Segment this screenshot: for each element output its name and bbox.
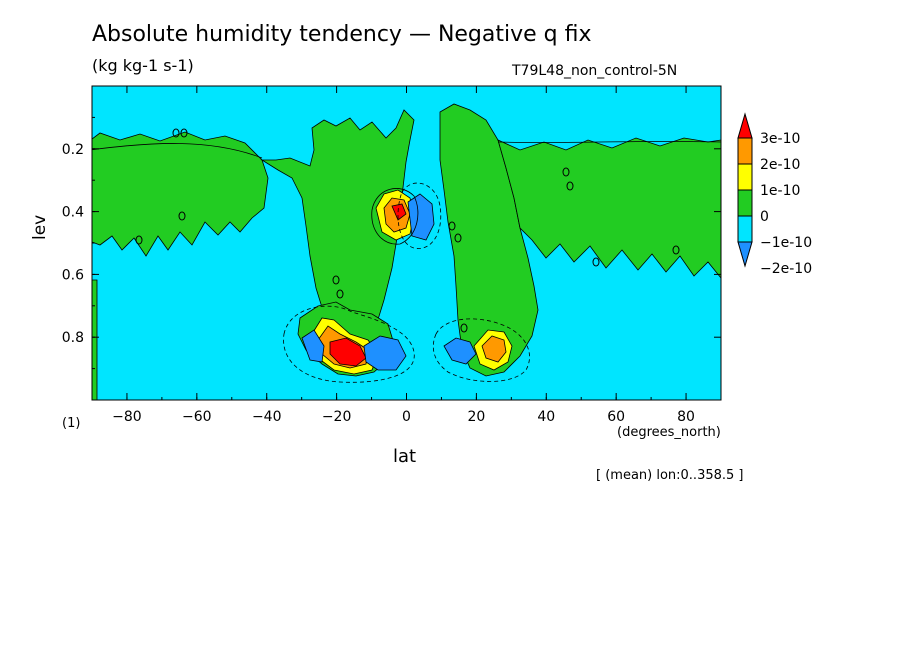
colorbar-min-arrow: [737, 241, 753, 268]
colorbar-max-arrow: [737, 112, 753, 139]
colorbar-segment: [737, 163, 753, 191]
positive-region-southern-highlatitude: [92, 131, 269, 257]
colorbar: 3e-10 2e-10 1e-10 0 −1e-10 −2e-10: [737, 112, 812, 277]
x-tick-label: −60: [182, 409, 212, 425]
y-tick-label: 0.8: [62, 330, 84, 346]
x-tick-label: 80: [677, 409, 695, 425]
x-tick-label: −20: [322, 409, 352, 425]
negative-2e-10-southern: [301, 329, 325, 363]
y-tick-label: 0.2: [62, 142, 84, 158]
y-axis-label: lev: [30, 214, 50, 240]
contour-lines: [92, 141, 721, 383]
negative-2e-10-southern-east: [363, 335, 407, 371]
positive-region-northern-highlatitude: [497, 137, 721, 279]
contour-fill-layer: [92, 103, 721, 400]
negative-2e-10-northern: [443, 337, 477, 365]
colorbar-segment: [737, 189, 753, 217]
colorbar-label: 3e-10: [760, 131, 800, 147]
colorbar-label: −2e-10: [760, 261, 812, 277]
figure-number: (1): [62, 416, 81, 431]
run-name: T79L48_non_control-5N: [512, 63, 678, 79]
x-tick-label: −80: [112, 409, 142, 425]
x-tick-label: 20: [467, 409, 485, 425]
negative-2e-10-equatorial-upper: [407, 193, 435, 241]
averaging-note: [ (mean) lon:0..358.5 ]: [596, 468, 744, 483]
colorbar-segment: [737, 215, 753, 243]
chart-title: Absolute humidity tendency — Negative q …: [92, 22, 592, 47]
x-tick-label: 40: [537, 409, 555, 425]
colorbar-label: −1e-10: [760, 235, 812, 251]
chart-units: (kg kg-1 s-1): [92, 56, 194, 75]
colorbar-label: 2e-10: [760, 157, 800, 173]
positive-2e-10-northern: [481, 335, 507, 363]
x-tick-label: 0: [402, 409, 411, 425]
x-axis-units: (degrees_north): [617, 425, 721, 440]
positive-region-polar-strip: [92, 279, 98, 400]
positive-3e-10-southern: [329, 337, 367, 367]
colorbar-segment: [737, 137, 753, 165]
y-axis: 0.2 0.4 0.6 0.8: [62, 116, 721, 401]
x-axis-label: lat: [393, 446, 417, 467]
x-tick-label: −40: [252, 409, 282, 425]
colorbar-label: 0: [760, 209, 769, 225]
x-tick-label: 60: [607, 409, 625, 425]
y-tick-label: 0.4: [62, 205, 84, 221]
positive-region-northern-subtropics: [439, 103, 539, 377]
positive-region-southern-subtropics: [260, 109, 415, 349]
x-axis: −80 −60 −40 −20 0 20 40 60 80: [91, 86, 722, 425]
y-tick-label: 0.6: [62, 267, 84, 283]
contour-label-rings: [135, 128, 680, 333]
colorbar-label: 1e-10: [760, 183, 800, 199]
